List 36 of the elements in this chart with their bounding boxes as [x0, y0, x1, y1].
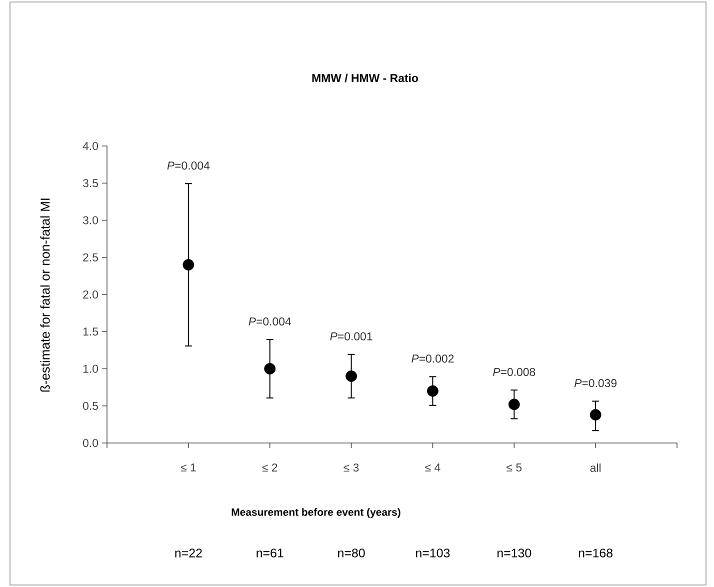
text: n=130 — [497, 548, 532, 558]
x-tick-label: ≤ 5 — [506, 464, 522, 472]
annotation: P=0.008 — [493, 368, 536, 376]
x-tick-label: ≤ 2 — [262, 464, 278, 472]
point — [508, 398, 520, 410]
point — [182, 259, 194, 270]
text: n=103 — [416, 548, 450, 558]
y-tick-label: 2.5 — [83, 253, 98, 262]
x-tick-label: ≤ 4 — [425, 464, 440, 472]
point — [264, 363, 276, 374]
annotation: P=0.004 — [167, 161, 210, 170]
y-axis-title: ß-estimate for fatal or non-fatal MI — [40, 198, 50, 392]
annotation: P=0.002 — [412, 354, 454, 363]
y-tick-label: 0.0 — [83, 438, 98, 448]
x-tick-label: ≤ 1 — [180, 464, 196, 472]
y-tick-label: 0.5 — [83, 402, 98, 410]
text: n=61 — [256, 548, 284, 558]
y-tick-label: 1.5 — [83, 328, 98, 336]
text: n=22 — [175, 548, 202, 558]
y-tick-label: 4.0 — [82, 142, 98, 150]
y-tick-label: 3.0 — [82, 216, 98, 224]
x-tick-label: ≤ 3 — [344, 464, 359, 472]
annotation: P=0.001 — [330, 332, 372, 340]
annotation: P=0.039 — [574, 379, 617, 388]
y-tick-label: 3.5 — [82, 179, 98, 188]
point — [346, 370, 357, 382]
point — [427, 385, 438, 397]
chart-title: MMW / HMW - Ratio — [312, 74, 418, 82]
x-tick-label: all — [590, 464, 601, 472]
annotation: P=0.004 — [248, 317, 292, 326]
text: n=168 — [578, 548, 613, 558]
y-tick-label: 2.0 — [83, 290, 98, 299]
y-tick-label: 1.0 — [83, 364, 98, 373]
point — [590, 409, 602, 420]
text: n=80 — [338, 548, 365, 558]
x-axis-title: Measurement before event (years) — [232, 508, 400, 518]
